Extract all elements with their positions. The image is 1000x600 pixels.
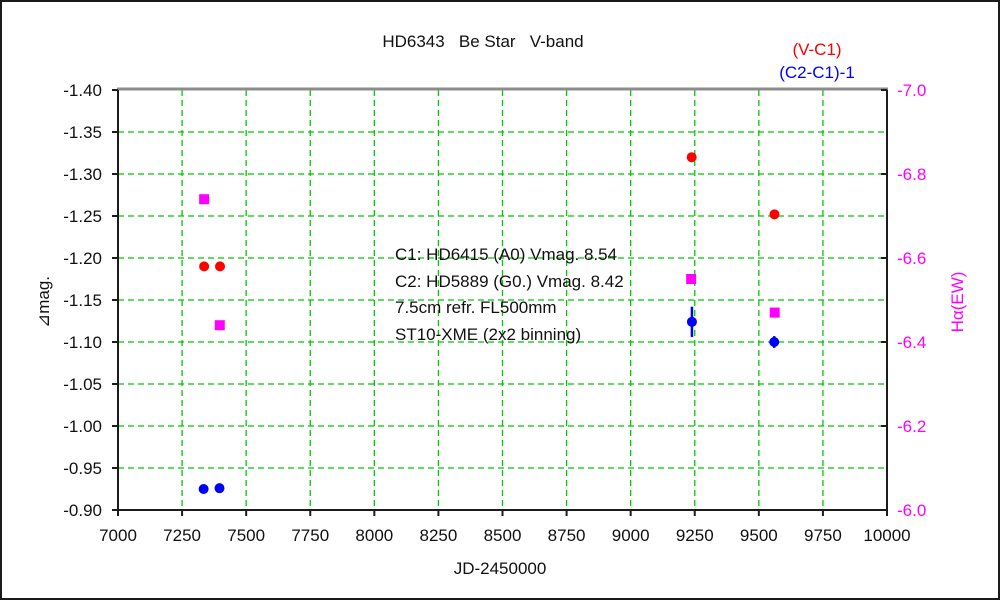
annotation-line: C2: HD5889 (G0.) Vmag. 8.42 [395, 271, 624, 291]
x-tick-label: 9500 [739, 526, 778, 545]
y-left-tick-label: -1.00 [63, 417, 102, 436]
data-point-square [769, 307, 780, 318]
y-axis-right-label: Hα(EW) [948, 271, 967, 333]
y-left-tick-label: -1.20 [63, 249, 102, 268]
y-right-tick-label: -6.4 [897, 333, 927, 352]
data-point-circle [215, 261, 226, 272]
y-left-tick-label: -0.95 [63, 459, 102, 478]
x-tick-label: 7750 [291, 526, 330, 545]
annotation-block: C1: HD6415 (A0) Vmag. 8.54 C2: HD5889 (G… [395, 242, 624, 348]
x-tick-label: 8000 [355, 526, 394, 545]
y-left-tick-label: -0.90 [63, 501, 102, 520]
x-tick-label: 7000 [99, 526, 137, 545]
data-point-circle [769, 209, 780, 220]
annotation-line: 7.5cm refr. FL500mm [395, 298, 557, 317]
legend: (V-C1) (C2-C1)-1 [722, 38, 912, 84]
y-left-tick-label: -1.30 [63, 165, 102, 184]
x-tick-label: 7250 [163, 526, 201, 545]
annotation-line: C1: HD6415 (A0) Vmag. 8.54 [395, 245, 618, 264]
x-tick-label: 9250 [675, 526, 714, 545]
y-right-tick-label: -6.0 [897, 501, 927, 520]
legend-item-v-c1: (V-C1) [792, 40, 842, 59]
data-point-circle [198, 484, 209, 494]
x-tick-label: 9750 [803, 526, 842, 545]
x-tick-label: 8750 [547, 526, 586, 545]
x-tick-label: 8250 [419, 526, 458, 545]
y-right-tick-label: -6.6 [897, 249, 927, 268]
y-left-tick-label: -1.15 [63, 291, 102, 310]
x-tick-label: 9000 [611, 526, 650, 545]
y-left-tick-label: -1.25 [63, 207, 102, 226]
data-point-circle [214, 483, 225, 494]
legend-item-c2-c1: (C2-C1)-1 [779, 63, 855, 82]
data-point-square [214, 320, 225, 331]
x-tick-label: 10000 [863, 526, 911, 545]
data-point-circle [769, 337, 780, 347]
x-tick-label: 7500 [227, 526, 266, 545]
data-point-circle [686, 316, 697, 327]
y-right-tick-label: -6.8 [897, 165, 927, 184]
data-point-circle [199, 261, 210, 272]
y-left-tick-label: -1.05 [63, 375, 102, 394]
x-tick-label: 8500 [483, 526, 522, 545]
y-left-tick-label: -1.40 [63, 81, 102, 100]
data-point-circle [686, 152, 697, 163]
data-point-square [686, 274, 697, 284]
y-right-tick-label: -6.2 [897, 417, 927, 436]
annotation-line: ST10-XME (2x2 binning) [395, 324, 582, 344]
data-point-square [199, 194, 210, 205]
y-left-tick-label: -1.35 [63, 123, 102, 142]
chart-title: HD6343 Be Star V-band [382, 32, 584, 51]
y-right-tick-label: -7.0 [897, 81, 927, 100]
y-left-tick-label: -1.10 [63, 333, 102, 352]
x-axis-label: JD-2450000 [453, 559, 547, 578]
